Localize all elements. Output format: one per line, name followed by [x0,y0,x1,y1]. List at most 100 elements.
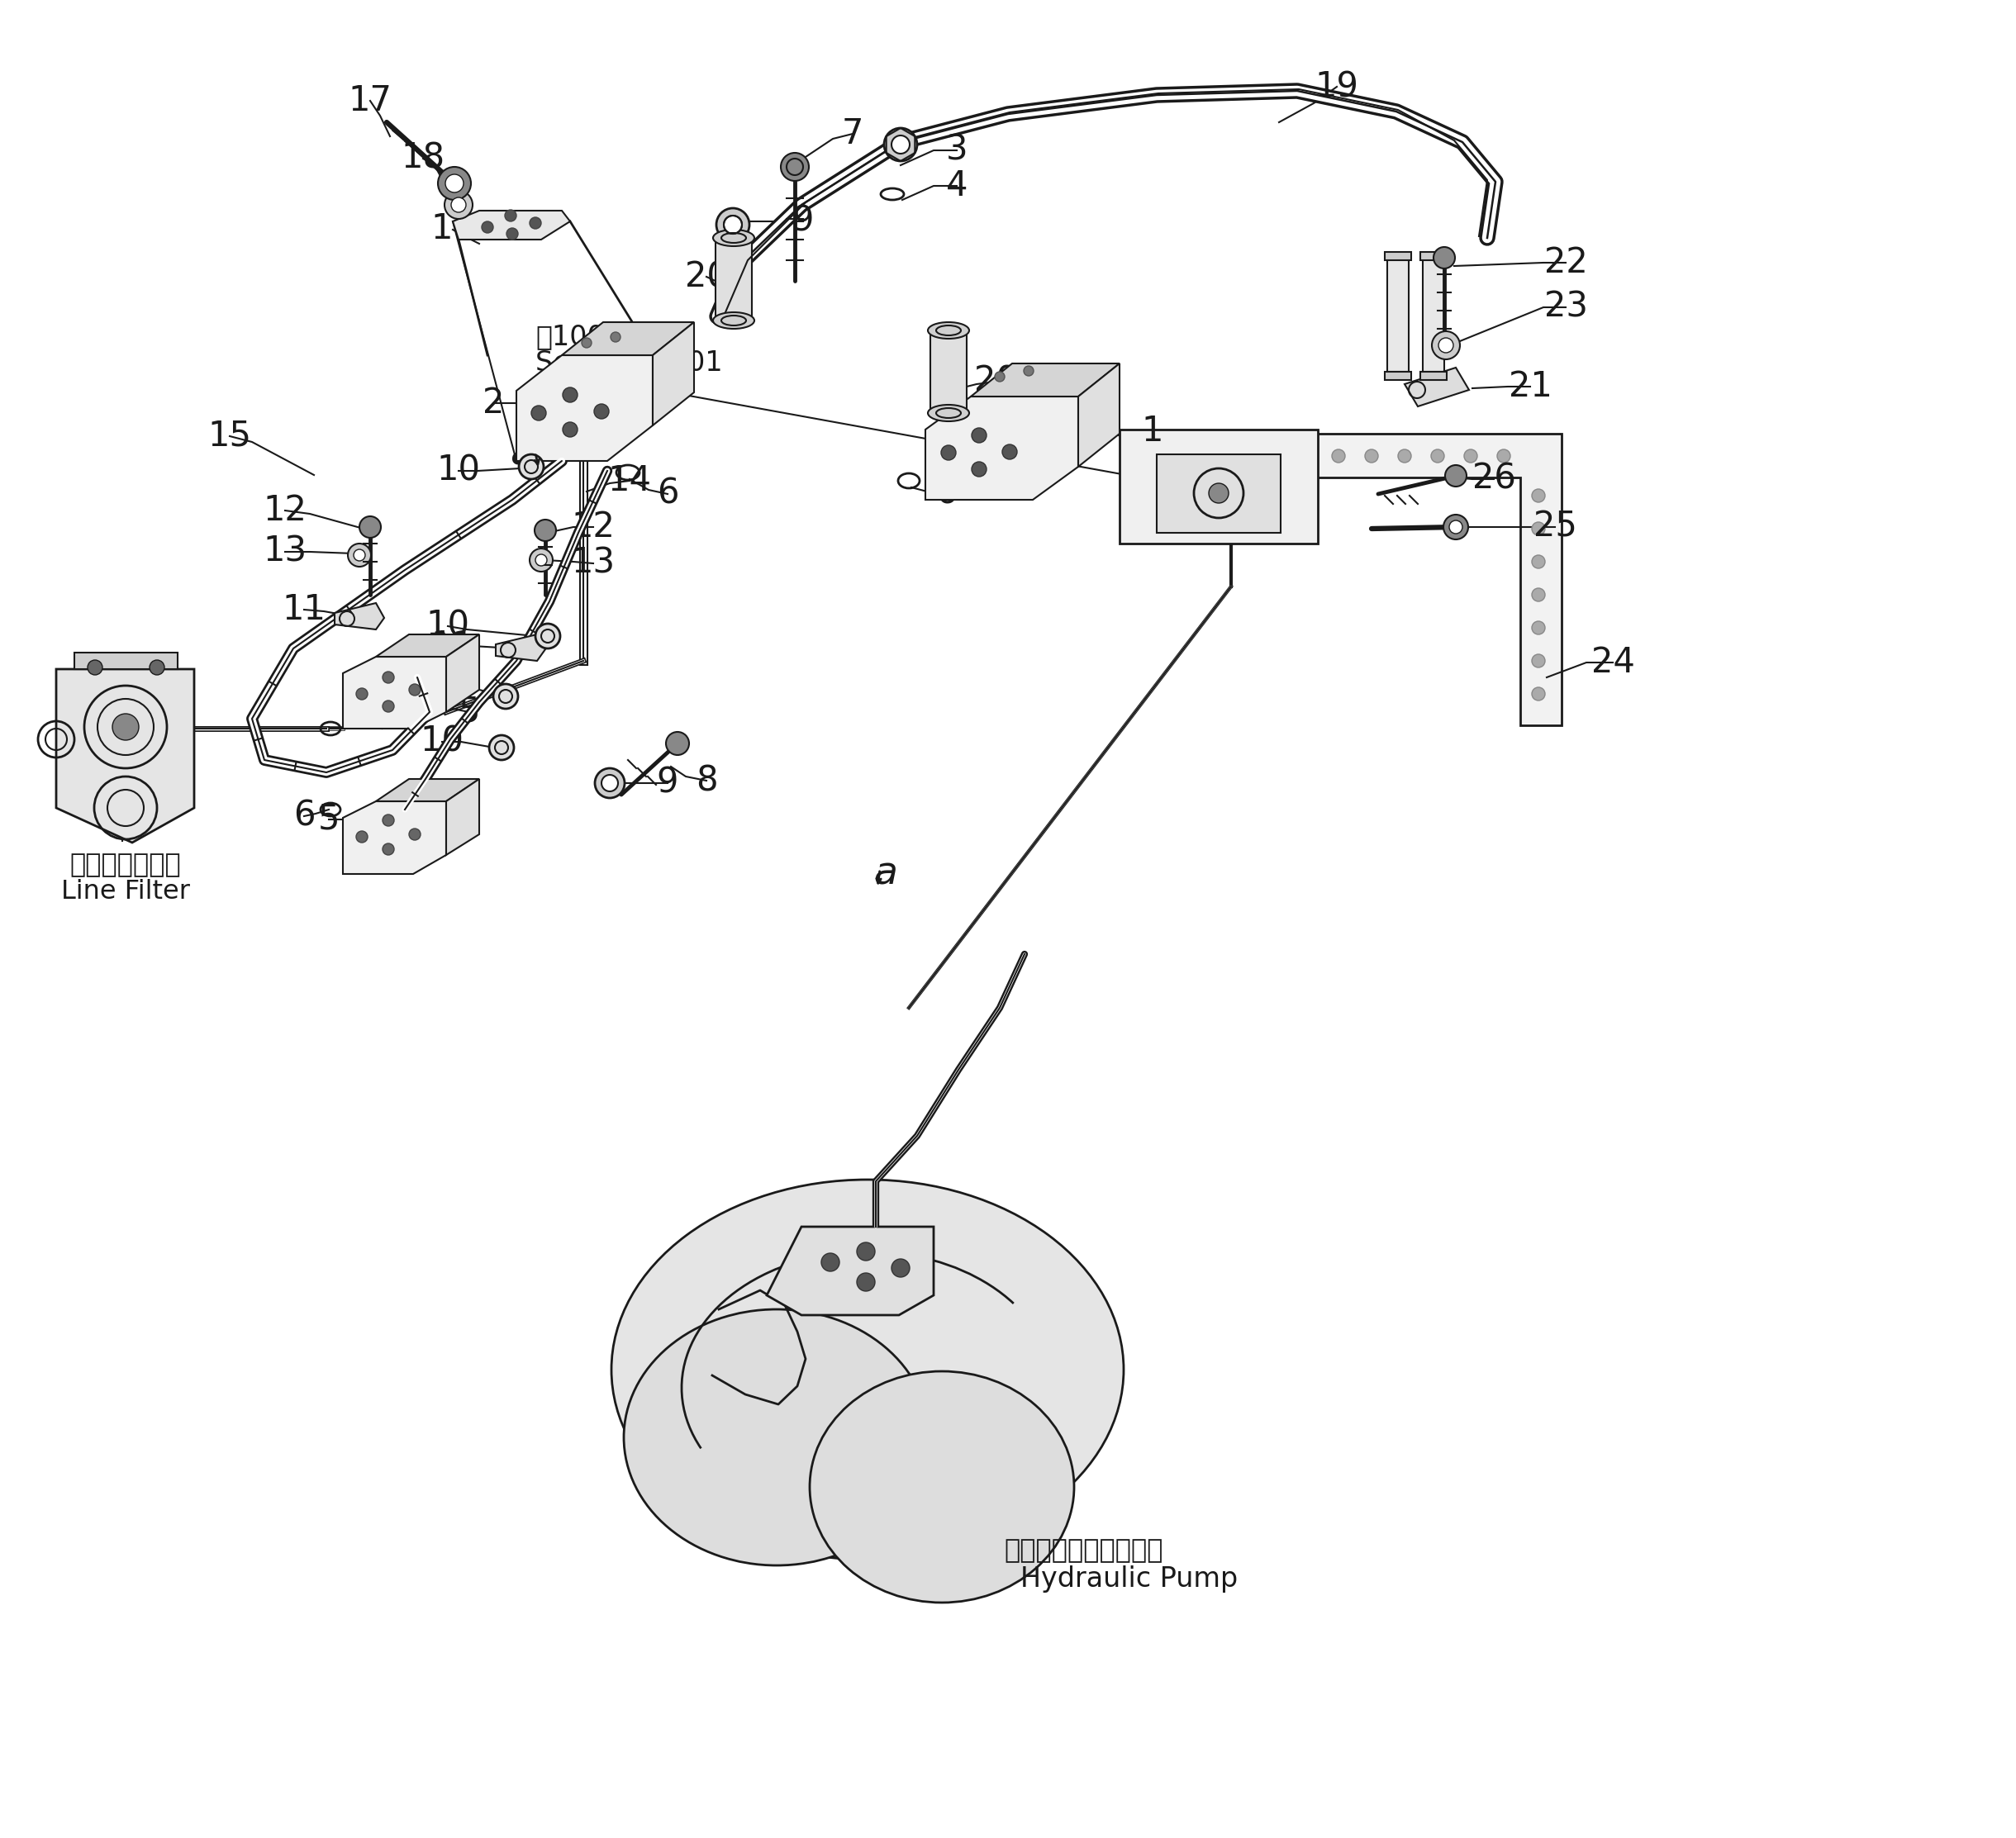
Polygon shape [516,355,653,461]
Text: 20: 20 [685,259,728,294]
Polygon shape [1405,368,1470,406]
Circle shape [383,814,393,825]
Polygon shape [496,634,544,662]
Circle shape [113,713,139,741]
Text: 11: 11 [282,592,327,627]
Text: 6: 6 [411,640,431,675]
Text: 10: 10 [425,608,470,643]
Polygon shape [56,669,194,842]
Ellipse shape [810,1371,1075,1603]
Circle shape [1431,331,1460,360]
Circle shape [780,153,808,180]
Text: See Fig. 1001: See Fig. 1001 [536,349,722,377]
Polygon shape [1119,430,1318,544]
Circle shape [452,197,466,213]
Circle shape [149,660,165,675]
Text: 12: 12 [571,509,615,544]
Circle shape [446,175,464,193]
Text: 15: 15 [208,419,252,454]
Polygon shape [562,322,694,355]
Text: 25: 25 [1532,509,1577,544]
Circle shape [611,333,621,342]
Circle shape [357,831,367,842]
Polygon shape [1387,255,1409,371]
Polygon shape [1385,371,1411,380]
Circle shape [349,544,371,566]
Polygon shape [1421,371,1447,380]
Circle shape [1365,448,1379,463]
Circle shape [1532,687,1544,700]
Circle shape [536,623,560,649]
Circle shape [1532,555,1544,568]
Circle shape [87,660,103,675]
Circle shape [1266,448,1278,463]
Text: Hydraulic Pump: Hydraulic Pump [1020,1566,1238,1594]
Text: 9: 9 [792,204,814,239]
Circle shape [665,732,689,755]
Circle shape [601,776,619,792]
Text: ハイドロリックポンプ: ハイドロリックポンプ [1004,1538,1163,1564]
Circle shape [1431,448,1443,463]
Polygon shape [1079,364,1119,467]
Text: ラインフィルタ: ラインフィルタ [71,853,181,879]
Polygon shape [343,801,446,875]
Text: 13: 13 [571,546,615,581]
Circle shape [1532,588,1544,601]
Ellipse shape [714,230,754,246]
Circle shape [530,548,552,572]
Circle shape [482,221,494,233]
Circle shape [941,445,956,460]
Circle shape [1024,366,1034,375]
Circle shape [1498,448,1510,463]
Polygon shape [1423,255,1443,371]
Text: 12: 12 [264,493,306,528]
Circle shape [383,671,393,684]
Circle shape [1210,483,1228,504]
Text: 19: 19 [1314,70,1359,105]
Polygon shape [766,1226,933,1316]
Circle shape [885,129,917,162]
Circle shape [1532,654,1544,667]
Circle shape [1439,338,1454,353]
Text: 16: 16 [431,213,474,246]
Text: 9: 9 [657,766,679,801]
Polygon shape [972,364,1119,397]
Circle shape [1433,246,1456,268]
Circle shape [1200,448,1214,463]
Text: 第1001図参照: 第1001図参照 [536,323,671,351]
Polygon shape [1421,252,1447,261]
Text: 4: 4 [946,169,968,204]
Ellipse shape [714,312,754,329]
Circle shape [857,1242,875,1261]
Circle shape [1397,448,1411,463]
Circle shape [994,371,1004,382]
Circle shape [1450,520,1462,533]
Text: 10: 10 [437,454,480,489]
Circle shape [972,461,986,476]
Circle shape [562,423,577,437]
Polygon shape [1157,454,1280,533]
Circle shape [437,167,472,200]
Circle shape [1333,448,1345,463]
Text: 18: 18 [401,142,446,176]
Circle shape [891,136,909,154]
Text: 17: 17 [349,83,391,118]
Circle shape [821,1254,839,1272]
Circle shape [359,516,381,539]
Text: 10: 10 [419,724,464,759]
Text: 6: 6 [292,800,314,833]
Text: Line Filter: Line Filter [60,879,190,904]
Text: 24: 24 [1591,645,1635,680]
Circle shape [1002,445,1018,460]
Text: 3: 3 [946,132,968,167]
Polygon shape [653,322,694,425]
Circle shape [409,829,421,840]
Text: 1: 1 [1141,414,1163,448]
Polygon shape [335,603,385,629]
Circle shape [532,406,546,421]
Circle shape [716,208,750,241]
Circle shape [444,191,472,219]
Polygon shape [446,779,480,855]
Ellipse shape [623,1309,929,1566]
Text: 6: 6 [657,476,679,511]
